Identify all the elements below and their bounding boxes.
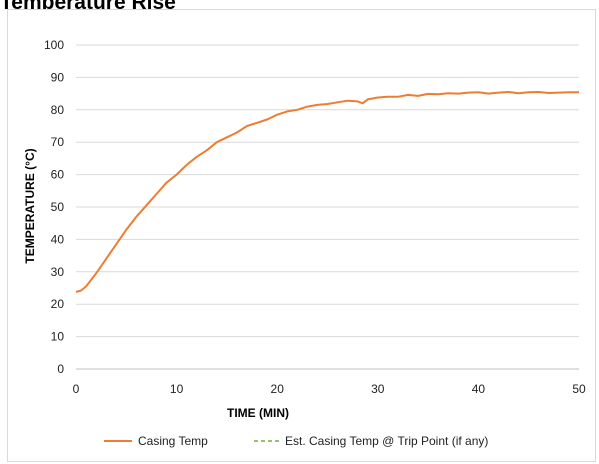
x-tick-label: 30 [371, 382, 385, 396]
line-chart: 0 10 20 30 40 50 60 70 80 90 100 0 10 20 30 40 50 TIME … [23, 38, 586, 448]
legend: Casing Temp Est. Casing Temp @ Trip Poin… [104, 434, 488, 448]
x-tick-labels: 0 10 20 30 40 50 [73, 382, 586, 396]
x-tick-label: 10 [170, 382, 184, 396]
legend-label-casing-temp: Casing Temp [138, 434, 208, 448]
y-tick-label: 40 [51, 232, 65, 246]
x-axis-title: TIME (MIN) [227, 406, 289, 420]
y-tick-label: 90 [51, 70, 65, 84]
y-axis-title: TEMPERATURE (°C) [23, 148, 37, 263]
y-tick-label: 0 [57, 362, 64, 376]
y-tick-label: 60 [51, 168, 65, 182]
y-tick-labels: 0 10 20 30 40 50 60 70 80 90 100 [44, 38, 64, 376]
y-tick-label: 30 [51, 265, 65, 279]
y-tick-label: 50 [51, 200, 65, 214]
y-tick-label: 10 [51, 330, 65, 344]
x-tick-label: 50 [572, 382, 586, 396]
x-tick-label: 20 [271, 382, 285, 396]
x-tick-label: 40 [472, 382, 486, 396]
series-lines [75, 91, 579, 293]
y-tick-label: 70 [51, 135, 65, 149]
legend-label-est-casing-temp: Est. Casing Temp @ Trip Point (if any) [285, 434, 488, 448]
gridlines [76, 44, 579, 338]
y-tick-label: 100 [44, 38, 64, 52]
series-line-0 [75, 91, 579, 293]
y-tick-label: 20 [51, 297, 65, 311]
x-tick-label: 0 [73, 382, 80, 396]
chart-frame: 0 10 20 30 40 50 60 70 80 90 100 0 10 20 30 40 50 TIME … [7, 9, 596, 462]
y-tick-label: 80 [51, 103, 65, 117]
